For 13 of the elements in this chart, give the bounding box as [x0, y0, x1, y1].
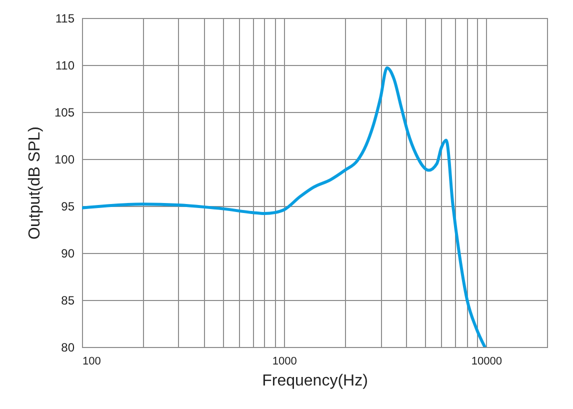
y-tick-label: 85: [61, 294, 75, 308]
y-tick-label: 95: [61, 200, 75, 214]
y-tick-label: 90: [61, 246, 75, 260]
y-tick-label: 100: [54, 152, 75, 166]
y-tick-label: 105: [54, 106, 75, 120]
y-tick-label: 115: [55, 12, 75, 26]
x-tick-label: 100: [82, 356, 101, 368]
x-tick-label: 10000: [471, 356, 502, 368]
y-tick-label: 110: [55, 58, 75, 72]
x-axis-title: Frequency(Hz): [262, 372, 368, 390]
x-tick-label: 1000: [272, 356, 297, 368]
y-axis-title: Output(dB SPL): [26, 126, 44, 240]
y-tick-label: 80: [61, 340, 75, 354]
